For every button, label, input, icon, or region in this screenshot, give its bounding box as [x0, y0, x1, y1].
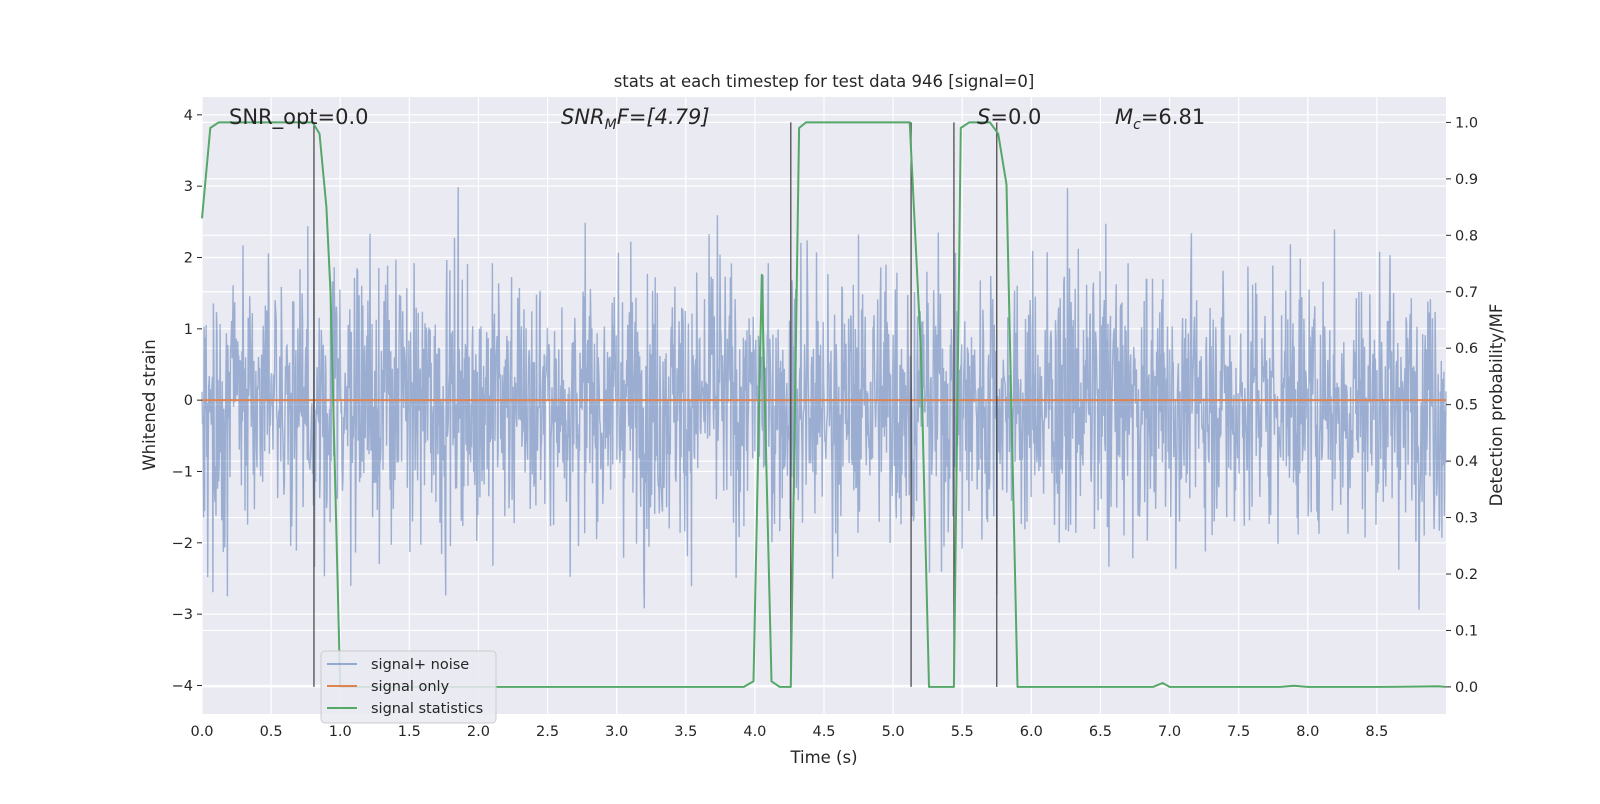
- x-tick-label: 4.5: [812, 724, 835, 740]
- x-tick-label: 5.5: [951, 724, 974, 740]
- y-left-tick-label: 1: [184, 322, 193, 338]
- y-left-tick-label: −2: [172, 536, 193, 552]
- y-left-tick-label: 3: [184, 179, 193, 195]
- x-tick-label: 1.5: [398, 724, 421, 740]
- x-tick-label: 6.5: [1089, 724, 1112, 740]
- legend: signal+ noise signal only signal statist…: [320, 650, 497, 724]
- y-right-tick-label: 0.2: [1455, 567, 1478, 583]
- y-right-tick-label: 0.9: [1455, 172, 1478, 188]
- y-right-tick-label: 0.5: [1455, 398, 1478, 414]
- line-signal-noise: [201, 187, 1447, 610]
- x-tick-labels: 0.0 0.5 1.0 1.5 2.0 2.5 3.0 3.5 4.0 4.5 5.0 5.5 6.0 6…: [190, 724, 1388, 740]
- series-signal-statistics: [201, 121, 1447, 688]
- annotation-snr-opt: SNR_opt=0.0: [229, 105, 369, 130]
- x-tick-label: 7.0: [1158, 724, 1181, 740]
- y-right-tick-label: 0.6: [1455, 341, 1478, 357]
- x-tick-label: 0.0: [190, 724, 213, 740]
- legend-label-signal-only: signal only: [371, 679, 450, 695]
- y-left-tick-label: 4: [184, 108, 193, 124]
- x-tick-label: 3.5: [674, 724, 697, 740]
- legend-box: [320, 650, 497, 724]
- y-left-tick-label: −1: [172, 464, 193, 480]
- x-tick-label: 1.0: [329, 724, 352, 740]
- x-tick-label: 8.0: [1296, 724, 1319, 740]
- x-tick-label: 4.0: [743, 724, 766, 740]
- x-tick-label: 3.0: [605, 724, 628, 740]
- y-left-axis-label: Whitened strain: [140, 339, 159, 470]
- y-right-tick-label: 0.7: [1455, 285, 1478, 301]
- annotation-snr-mf: SNRMF=[4.79]: [561, 105, 710, 133]
- legend-label-signal-statistics: signal statistics: [371, 701, 483, 717]
- annotation-mc: Mc=6.81: [1115, 105, 1205, 133]
- legend-label-signal-noise: signal+ noise: [371, 657, 469, 673]
- y-right-axis-label: Detection probability/MF: [1487, 304, 1506, 507]
- vertical-markers: [313, 122, 998, 687]
- y-right-tick-label: 1.0: [1455, 115, 1478, 131]
- y-left-tick-label: 0: [184, 393, 193, 409]
- y-right-tick-label: 0.4: [1455, 454, 1478, 470]
- y-right-tick-label: 0.1: [1455, 623, 1478, 639]
- y-left-tick-label: −3: [172, 607, 193, 623]
- x-axis-label: Time (s): [789, 748, 857, 767]
- x-tick-label: 0.5: [260, 724, 283, 740]
- y-right-tick-labels: 0.0 0.1 0.2 0.3 0.4 0.5 0.6 0.7 0.8 0.9 1.0: [1446, 115, 1478, 696]
- x-tick-label: 5.0: [882, 724, 905, 740]
- annotation-s: S=0.0: [977, 105, 1041, 129]
- line-signal-statistics: [201, 121, 1447, 688]
- x-tick-label: 8.5: [1365, 724, 1388, 740]
- x-tick-label: 2.0: [467, 724, 490, 740]
- y-left-tick-labels: −4 −3 −2 −1 0 1 2 3 4: [172, 108, 202, 694]
- x-tick-label: 2.5: [536, 724, 559, 740]
- y-right-tick-label: 0.3: [1455, 511, 1478, 527]
- y-left-tick-label: 2: [184, 250, 193, 266]
- chart-title: stats at each timestep for test data 946…: [614, 72, 1035, 91]
- y-right-tick-label: 0.0: [1455, 680, 1478, 696]
- y-right-tick-label: 0.8: [1455, 228, 1478, 244]
- y-left-tick-label: −4: [172, 678, 193, 694]
- x-tick-label: 6.0: [1020, 724, 1043, 740]
- series-signal-noise: [201, 187, 1447, 610]
- x-tick-label: 7.5: [1227, 724, 1250, 740]
